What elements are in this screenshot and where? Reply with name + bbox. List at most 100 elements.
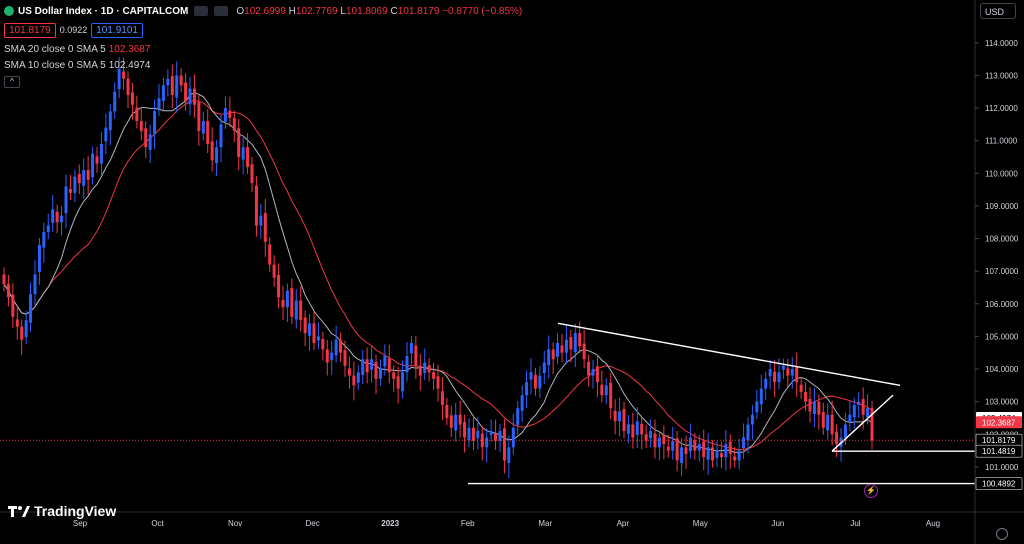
candle-body bbox=[693, 440, 697, 451]
candle-body bbox=[68, 188, 72, 193]
candle-body bbox=[485, 437, 489, 448]
candle-body bbox=[547, 349, 551, 366]
sell-button[interactable]: 101.8179 bbox=[4, 22, 56, 38]
candle-body bbox=[113, 91, 117, 112]
candle-body bbox=[848, 414, 852, 422]
time-tick-label: May bbox=[693, 519, 708, 528]
price-tick-label: 111.0000 bbox=[985, 137, 1018, 146]
candle-body bbox=[613, 410, 617, 422]
candle-body bbox=[135, 107, 139, 122]
candle-body bbox=[223, 108, 227, 122]
candle-body bbox=[281, 299, 285, 308]
candle-body bbox=[569, 337, 573, 350]
symbol-title[interactable]: US Dollar Index · 1D · CAPITALCOM bbox=[18, 5, 189, 17]
candle-body bbox=[582, 343, 586, 360]
candle-body bbox=[821, 412, 825, 428]
candle-body bbox=[432, 372, 436, 379]
sma20-legend[interactable]: SMA 20 close 0 SMA 5 102.3687 bbox=[4, 44, 151, 55]
candle-body bbox=[737, 450, 741, 461]
candle-body bbox=[476, 431, 480, 439]
lightning-icon[interactable]: ⚡ bbox=[864, 484, 878, 498]
candle-body bbox=[175, 75, 179, 98]
buy-sell-row: 101.8179 0.0922 101.9101 bbox=[4, 22, 522, 38]
candle-body bbox=[688, 437, 692, 452]
candle-body bbox=[560, 345, 564, 353]
candle-body bbox=[108, 111, 112, 131]
candle-body bbox=[55, 211, 59, 223]
candle-body bbox=[498, 431, 502, 441]
candle-body bbox=[640, 423, 644, 435]
drawn-lines bbox=[0, 322, 975, 485]
candle-body bbox=[454, 414, 458, 431]
candle-body bbox=[294, 300, 298, 320]
candle-body bbox=[161, 85, 165, 101]
candle-body bbox=[263, 213, 267, 242]
candle-body bbox=[795, 366, 799, 383]
candle-body bbox=[352, 375, 356, 386]
candle-body bbox=[750, 414, 754, 425]
candle-body bbox=[299, 300, 303, 321]
settings-gear-icon[interactable] bbox=[996, 528, 1008, 540]
candle-body bbox=[153, 111, 157, 135]
candle-body bbox=[290, 288, 294, 317]
candle-body bbox=[804, 391, 808, 402]
candle-body bbox=[396, 376, 400, 389]
candle-body bbox=[511, 427, 515, 448]
candle-body bbox=[697, 444, 701, 451]
tradingview-wordmark: TradingView bbox=[34, 503, 117, 519]
candle-body bbox=[595, 366, 599, 383]
candle-body bbox=[861, 399, 865, 415]
candle-body bbox=[139, 121, 143, 131]
candle-body bbox=[414, 345, 418, 366]
candle-body bbox=[467, 427, 471, 441]
sma10-legend[interactable]: SMA 10 close 0 SMA 5 102.4974 bbox=[4, 60, 151, 71]
time-tick-label: Sep bbox=[73, 519, 88, 528]
candle-body bbox=[11, 294, 15, 317]
time-axis: Sep Oct Nov Dec 2023 Feb Mar Apr May Jun Jul Aug bbox=[0, 511, 1024, 528]
price-axis: 114.0000 113.0000 112.0000 111.0000 110.0000… bbox=[974, 0, 1023, 544]
buy-button[interactable]: 101.9101 bbox=[91, 22, 143, 38]
candle-body bbox=[215, 147, 219, 163]
candle-body bbox=[312, 323, 316, 343]
candle-body bbox=[37, 245, 41, 272]
compare-icon[interactable] bbox=[214, 6, 229, 16]
candle-body bbox=[564, 339, 568, 353]
currency-selector[interactable]: USD bbox=[980, 3, 1016, 19]
tradingview-logo[interactable]: TradingView bbox=[8, 503, 116, 519]
candle-body bbox=[130, 92, 134, 105]
symbol-logo-icon bbox=[4, 6, 14, 16]
candle-body bbox=[657, 437, 661, 448]
candle-body bbox=[210, 141, 214, 161]
candle-body bbox=[489, 431, 493, 435]
candle-body bbox=[494, 433, 498, 441]
candle-body bbox=[618, 411, 622, 422]
candle-body bbox=[334, 339, 338, 356]
candle-body bbox=[538, 375, 542, 389]
candle-body bbox=[117, 68, 121, 90]
candle-body bbox=[330, 352, 334, 360]
candle-body bbox=[507, 447, 511, 463]
candle-body bbox=[166, 78, 170, 86]
candle-body bbox=[626, 424, 630, 434]
minimize-icon[interactable] bbox=[194, 6, 209, 16]
candle-body bbox=[653, 433, 657, 448]
candlestick-series bbox=[2, 57, 874, 478]
candle-body bbox=[480, 433, 484, 448]
candle-body bbox=[471, 427, 475, 441]
candle-body bbox=[383, 355, 387, 367]
candle-body bbox=[64, 186, 68, 214]
candle-body bbox=[556, 342, 560, 357]
time-tick-label: Feb bbox=[461, 519, 475, 528]
candle-body bbox=[228, 110, 232, 118]
candle-body bbox=[15, 319, 19, 327]
candle-body bbox=[148, 134, 152, 150]
candle-body bbox=[542, 362, 546, 373]
candle-body bbox=[578, 333, 582, 347]
time-tick-label: Dec bbox=[306, 519, 320, 528]
candle-body bbox=[60, 215, 64, 223]
collapse-legend-icon[interactable]: ^ bbox=[4, 76, 20, 88]
time-tick-label: Oct bbox=[151, 519, 164, 528]
price-tick-label: 103.0000 bbox=[985, 398, 1019, 407]
candle-body bbox=[77, 173, 81, 184]
